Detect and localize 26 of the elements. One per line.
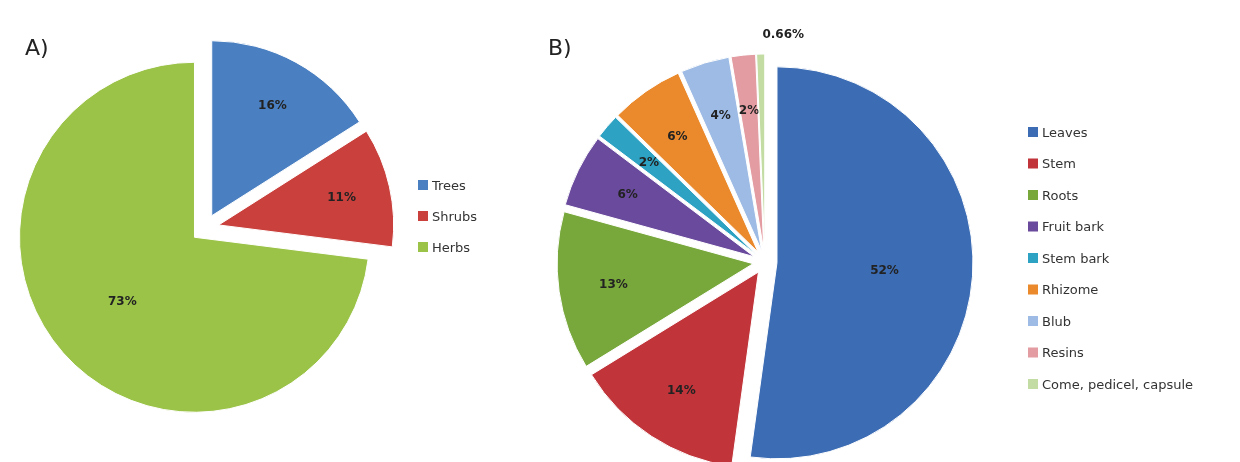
legend-label: Fruit bark <box>1042 219 1105 234</box>
legend-label: Stem <box>1042 156 1077 171</box>
legend-label: Leaves <box>1042 124 1088 140</box>
data-label: 6% <box>667 129 688 144</box>
data-label: 73% <box>107 293 137 308</box>
data-label: 4% <box>710 108 731 123</box>
chart-title: A) <box>25 35 49 60</box>
data-label: 6% <box>617 187 638 202</box>
legend-label: Shrubs <box>432 208 478 224</box>
legend-label: Stem bark <box>1042 250 1110 266</box>
data-label: 11% <box>327 190 356 205</box>
legend-label: Blub <box>1042 313 1072 329</box>
data-label: 2% <box>638 155 660 170</box>
legend-label: Roots <box>1042 187 1079 203</box>
data-label: 13% <box>599 276 628 291</box>
data-label: 2% <box>738 102 760 117</box>
legend-label: Resins <box>1042 345 1085 360</box>
legend-label: Herbs <box>432 239 471 255</box>
legend-label: Rhizome <box>1042 282 1099 297</box>
chart-title: B) <box>548 35 572 60</box>
data-label: 0.66% <box>762 27 805 42</box>
legend-label: Trees <box>431 177 467 193</box>
data-label: 52% <box>870 263 899 278</box>
legend-label: Come, pedicel, capsule <box>1042 376 1194 392</box>
data-label: 14% <box>666 383 696 398</box>
data-label: 16% <box>258 98 287 113</box>
